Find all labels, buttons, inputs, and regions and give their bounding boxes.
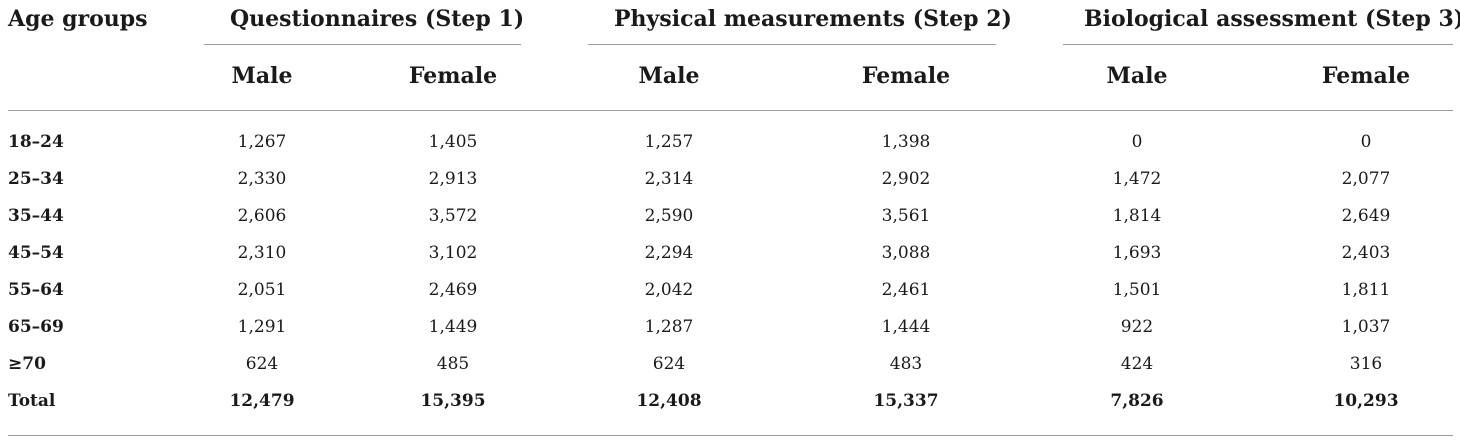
table-cell: 1,444 <box>881 317 931 337</box>
table-cell: 12,408 <box>636 391 702 411</box>
table-cell: 2,077 <box>1341 169 1391 189</box>
table-cell: 7,826 <box>1110 391 1164 411</box>
table-cell: 2,649 <box>1341 206 1391 226</box>
table-cell: 624 <box>245 354 279 374</box>
table-cell: 483 <box>889 354 923 374</box>
header-group-questionnaires: Questionnaires (Step 1) <box>230 6 525 32</box>
table-cell: 2,314 <box>644 169 694 189</box>
header-group-biological: Biological assessment (Step 3) <box>1084 6 1460 32</box>
table-row: 55–64 2,051 2,469 2,042 2,461 1,501 1,811 <box>0 272 1460 309</box>
table-cell: 624 <box>652 354 686 374</box>
row-label: 18–24 <box>8 132 64 152</box>
table-cell: 1,811 <box>1341 280 1391 300</box>
header-sub-female-1: Female <box>408 63 498 89</box>
table-cell: 2,606 <box>237 206 287 226</box>
row-label: 35–44 <box>8 206 64 226</box>
table-cell: 3,088 <box>881 243 931 263</box>
table-cell: 2,590 <box>644 206 694 226</box>
table-row: 18–24 1,267 1,405 1,257 1,398 0 0 <box>0 124 1460 161</box>
row-label: Total <box>8 391 56 411</box>
table-cell: 1,287 <box>644 317 694 337</box>
row-label: ≥70 <box>8 354 46 374</box>
table-cell: 0 <box>1360 132 1372 152</box>
row-label: 65–69 <box>8 317 64 337</box>
group-rule-physical <box>588 44 996 45</box>
header-sub-male-1: Male <box>231 63 293 89</box>
header-rule <box>8 110 1453 111</box>
header-sub-female-2: Female <box>861 63 951 89</box>
table-cell: 316 <box>1349 354 1383 374</box>
table-cell: 1,398 <box>881 132 931 152</box>
header-sub-female-3: Female <box>1321 63 1411 89</box>
row-label: 25–34 <box>8 169 64 189</box>
table-cell: 2,051 <box>237 280 287 300</box>
table-cell: 2,403 <box>1341 243 1391 263</box>
table-cell: 15,395 <box>420 391 486 411</box>
table-cell: 2,310 <box>237 243 287 263</box>
table-cell: 3,102 <box>428 243 478 263</box>
table-cell: 2,469 <box>428 280 478 300</box>
table-cell: 3,572 <box>428 206 478 226</box>
table-row: 35–44 2,606 3,572 2,590 3,561 1,814 2,649 <box>0 198 1460 235</box>
table-row: 65–69 1,291 1,449 1,287 1,444 922 1,037 <box>0 309 1460 346</box>
table-cell: 15,337 <box>873 391 939 411</box>
table-cell: 12,479 <box>229 391 295 411</box>
table-cell: 1,267 <box>237 132 287 152</box>
table-row: 45–54 2,310 3,102 2,294 3,088 1,693 2,403 <box>0 235 1460 272</box>
table-cell: 922 <box>1120 317 1154 337</box>
table-cell: 485 <box>436 354 470 374</box>
header-sub-male-3: Male <box>1106 63 1168 89</box>
table-cell: 3,561 <box>881 206 931 226</box>
table-cell: 10,293 <box>1333 391 1399 411</box>
table-row: ≥70 624 485 624 483 424 316 <box>0 346 1460 383</box>
table-cell: 2,294 <box>644 243 694 263</box>
table-bottom-rule <box>8 435 1453 436</box>
table-cell: 1,814 <box>1112 206 1162 226</box>
table-cell: 2,913 <box>428 169 478 189</box>
group-rule-biological <box>1063 44 1453 45</box>
table-cell: 1,472 <box>1112 169 1162 189</box>
table-cell: 1,693 <box>1112 243 1162 263</box>
group-rule-questionnaires <box>204 44 521 45</box>
table-cell: 1,405 <box>428 132 478 152</box>
header-group-physical: Physical measurements (Step 2) <box>614 6 1012 32</box>
table-cell: 1,501 <box>1112 280 1162 300</box>
table-cell: 2,330 <box>237 169 287 189</box>
table-cell: 2,042 <box>644 280 694 300</box>
table-cell: 1,291 <box>237 317 287 337</box>
table-cell: 424 <box>1120 354 1154 374</box>
table-cell: 2,461 <box>881 280 931 300</box>
table-cell: 1,449 <box>428 317 478 337</box>
table-total-row: Total 12,479 15,395 12,408 15,337 7,826 10,293 <box>0 383 1460 420</box>
row-label: 45–54 <box>8 243 64 263</box>
header-age-groups: Age groups <box>8 6 148 32</box>
table-cell: 0 <box>1131 132 1143 152</box>
table-cell: 2,902 <box>881 169 931 189</box>
row-label: 55–64 <box>8 280 64 300</box>
table-cell: 1,257 <box>644 132 694 152</box>
table-row: 25–34 2,330 2,913 2,314 2,902 1,472 2,077 <box>0 161 1460 198</box>
header-sub-male-2: Male <box>638 63 700 89</box>
table-cell: 1,037 <box>1341 317 1391 337</box>
